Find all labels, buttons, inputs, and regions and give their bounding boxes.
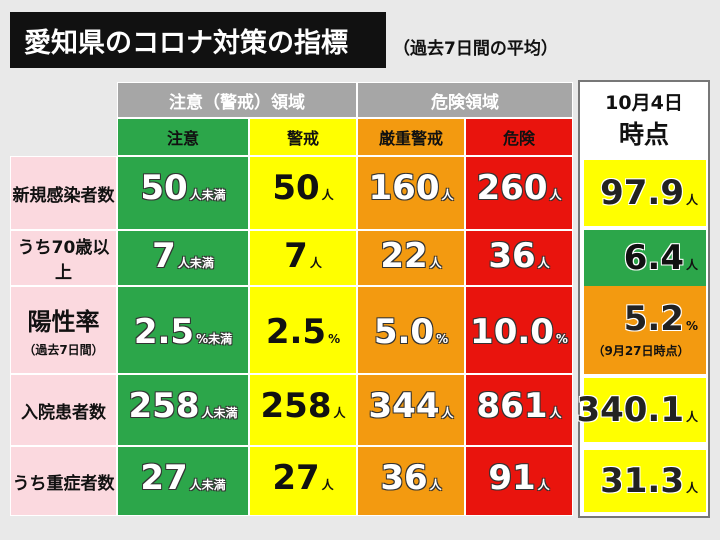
current-unit: %	[685, 318, 698, 333]
current-note: （9月27日時点）	[592, 343, 690, 358]
cell-value: 7	[284, 236, 308, 276]
cell-value: 2.5	[265, 312, 327, 352]
cell-hospitalized-severe: 344 人	[357, 374, 465, 446]
cell-severe-cases-caution: 27 人未満	[117, 446, 249, 516]
row-label-text: 陽性率	[27, 308, 100, 336]
cell-value: 258	[128, 386, 200, 426]
cell-unit: 人	[321, 478, 334, 492]
cell-unit: 人	[429, 478, 442, 492]
cell-value: 91	[488, 458, 536, 498]
current-age70: 6.4 人	[584, 230, 706, 286]
current-value: 6.4	[623, 238, 684, 278]
row-label-severe-cases: うち重症者数	[10, 446, 117, 516]
cell-hospitalized-caution: 258 人未満	[117, 374, 249, 446]
cell-unit: 人未満	[189, 188, 226, 202]
group-header-danger: 危険領域	[357, 82, 573, 118]
row-label-note: （過去7日間）	[23, 343, 104, 357]
row-label-positivity: 陽性率 （過去7日間）	[10, 286, 117, 374]
cell-unit: 人未満	[201, 406, 238, 420]
cell-value: 36	[380, 458, 428, 498]
level-header-severe: 厳重警戒	[357, 118, 465, 156]
row-label-age70: うち70歳以上	[10, 230, 117, 286]
cell-value: 7	[152, 236, 176, 276]
cell-unit: 人	[309, 256, 322, 270]
cell-value: 260	[476, 168, 548, 208]
cell-unit: %未満	[196, 332, 233, 346]
cell-value: 50	[272, 168, 320, 208]
current-date-suffix: 時点	[618, 119, 669, 149]
cell-new-cases-caution: 50 人未満	[117, 156, 249, 230]
cell-age70-severe: 22 人	[357, 230, 465, 286]
cell-new-cases-danger: 260 人	[465, 156, 573, 230]
cell-unit: 人	[429, 256, 442, 270]
current-value: 340.1	[576, 390, 684, 430]
row-label-text: うち重症者数	[12, 473, 115, 494]
current-value: 31.3	[600, 461, 684, 501]
current-hospitalized: 340.1 人	[576, 378, 706, 442]
row-label-new-cases: 新規感染者数	[10, 156, 117, 230]
cell-value: 344	[368, 386, 440, 426]
cell-positivity-severe: 5.0%	[357, 286, 465, 374]
current-severe-cases: 31.3 人	[584, 450, 706, 512]
cell-value: 5.0	[373, 312, 435, 352]
cell-value: 36	[488, 236, 536, 276]
cell-unit: 人	[549, 406, 562, 420]
cell-severe-cases-danger: 91 人	[465, 446, 573, 516]
cell-unit: 人	[549, 188, 562, 202]
cell-value: 861	[476, 386, 548, 426]
page-title: 愛知県のコロナ対策の指標	[10, 12, 386, 68]
current-new-cases: 97.9 人	[584, 160, 706, 226]
cell-positivity-danger: 10.0%	[465, 286, 573, 374]
cell-age70-danger: 36 人	[465, 230, 573, 286]
cell-unit: %	[555, 332, 568, 346]
current-date: 10月4日	[605, 91, 683, 114]
cell-hospitalized-danger: 861 人	[465, 374, 573, 446]
cell-unit: %	[328, 332, 341, 346]
current-unit: 人	[685, 193, 698, 207]
current-unit: 人	[685, 481, 698, 495]
current-value: 97.9	[600, 173, 684, 213]
cell-value: 27	[140, 458, 188, 498]
level-header-danger: 危険	[465, 118, 573, 156]
cell-hospitalized-warning: 258 人	[249, 374, 357, 446]
level-header-warning: 警戒	[249, 118, 357, 156]
cell-positivity-caution: 2.5 %未満	[117, 286, 249, 374]
cell-unit: 人未満	[177, 256, 214, 270]
current-unit: 人	[685, 410, 698, 424]
cell-value: 22	[380, 236, 428, 276]
cell-positivity-warning: 2.5%	[249, 286, 357, 374]
cell-unit: 人	[333, 406, 346, 420]
current-value: 5.2	[623, 298, 684, 339]
cell-value: 27	[272, 458, 320, 498]
row-label-hospitalized: 入院患者数	[10, 374, 117, 446]
cell-value: 160	[368, 168, 440, 208]
cell-unit: 人	[537, 256, 550, 270]
row-label-text: 新規感染者数	[12, 185, 115, 206]
cell-age70-caution: 7 人未満	[117, 230, 249, 286]
current-positivity: 5.2% （9月27日時点）	[584, 286, 706, 374]
current-date-header: 10月4日 時点	[580, 82, 708, 156]
cell-new-cases-warning: 50 人	[249, 156, 357, 230]
cell-severe-cases-severe: 36 人	[357, 446, 465, 516]
group-header-caution: 注意（警戒）領域	[117, 82, 357, 118]
cell-severe-cases-warning: 27 人	[249, 446, 357, 516]
cell-unit: 人	[321, 188, 334, 202]
cell-unit: %	[436, 332, 449, 346]
cell-unit: 人	[441, 188, 454, 202]
cell-value: 50	[140, 168, 188, 208]
page-subtitle: （過去7日間の平均）	[393, 39, 558, 59]
level-header-caution: 注意	[117, 118, 249, 156]
cell-new-cases-severe: 160 人	[357, 156, 465, 230]
cell-value: 258	[260, 386, 332, 426]
cell-value: 10.0	[470, 312, 554, 352]
row-label-text: うち70歳以上	[17, 238, 110, 283]
cell-value: 2.5	[133, 312, 195, 352]
cell-unit: 人	[537, 478, 550, 492]
cell-unit: 人未満	[189, 478, 226, 492]
cell-unit: 人	[441, 406, 454, 420]
current-unit: 人	[685, 258, 698, 272]
row-label-text: 入院患者数	[21, 402, 106, 423]
